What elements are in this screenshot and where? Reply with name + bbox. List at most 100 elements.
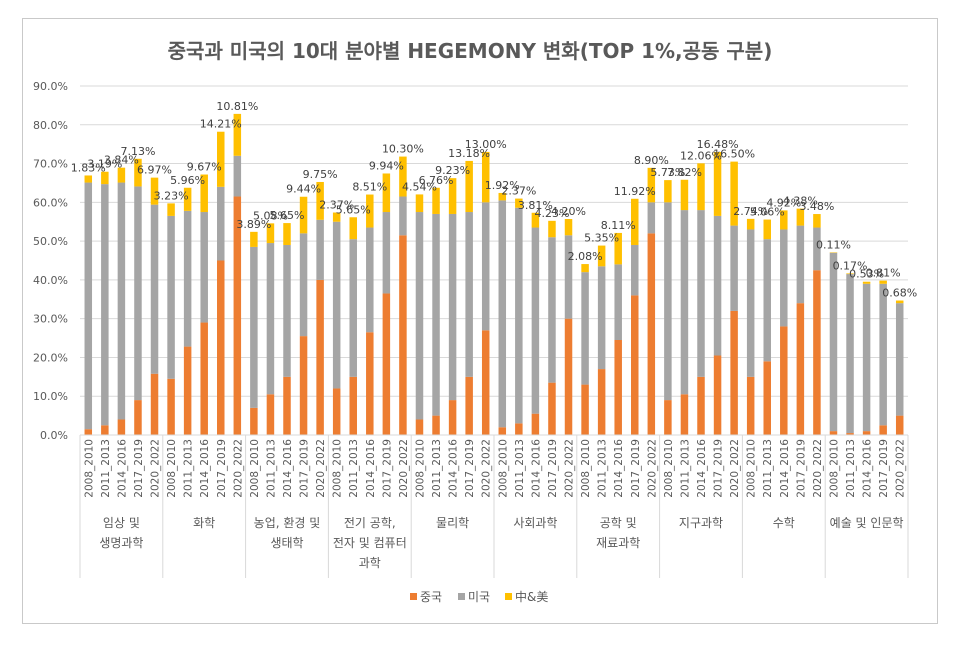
bar-segment bbox=[515, 423, 523, 435]
bar-segment bbox=[647, 202, 656, 234]
bar-segment bbox=[564, 235, 573, 319]
bar-segment bbox=[879, 283, 887, 426]
x-group-label: 농업, 환경 및 bbox=[254, 516, 321, 530]
data-label: 8.11% bbox=[601, 219, 636, 232]
bar-segment bbox=[895, 303, 904, 416]
bar-segment bbox=[349, 217, 357, 240]
bar-segment bbox=[862, 283, 871, 432]
y-tick-label: 0.0% bbox=[40, 429, 68, 442]
bar-segment bbox=[730, 225, 738, 311]
data-label: 13.18% bbox=[448, 147, 490, 160]
x-period-label: 2020_2022 bbox=[564, 439, 576, 498]
data-label: 9.23% bbox=[435, 164, 470, 177]
bar-segment bbox=[465, 376, 473, 435]
x-period-label: 2008_2010 bbox=[414, 439, 426, 498]
y-tick-label: 20.0% bbox=[33, 351, 68, 364]
x-group-label: 지구과학 bbox=[679, 516, 723, 530]
bar-segment bbox=[399, 156, 407, 197]
bar-segment bbox=[217, 131, 225, 187]
bar-segment bbox=[382, 212, 391, 294]
bar-segment bbox=[631, 198, 639, 245]
data-label: 0.17% bbox=[833, 259, 868, 272]
x-group-label: 화학 bbox=[193, 516, 215, 530]
x-period-label: 2020_2022 bbox=[895, 439, 907, 498]
bar-segment bbox=[862, 281, 871, 284]
data-label: 3.89% bbox=[236, 218, 271, 231]
bar-segment bbox=[250, 231, 258, 247]
bar-segment bbox=[548, 237, 556, 383]
bar-segment bbox=[84, 182, 93, 430]
legend-swatch bbox=[410, 593, 417, 600]
bar-segment bbox=[183, 210, 192, 347]
bar-segment bbox=[101, 171, 109, 185]
bar-segment bbox=[150, 373, 159, 435]
bar-segment bbox=[299, 196, 308, 234]
bar-segment bbox=[448, 400, 457, 435]
data-label: 2.08% bbox=[568, 250, 603, 263]
x-period-label: 2011_2013 bbox=[348, 439, 360, 498]
bar-segment bbox=[713, 151, 722, 216]
bar-segment bbox=[200, 174, 208, 213]
data-label: 7.82% bbox=[667, 166, 702, 179]
bar-segment bbox=[614, 232, 622, 265]
x-period-label: 2017_2019 bbox=[547, 439, 559, 498]
data-label: 1.92% bbox=[485, 179, 520, 192]
data-label: 2.37% bbox=[501, 185, 536, 198]
x-period-label: 2014_2016 bbox=[530, 439, 542, 498]
x-period-label: 2020_2022 bbox=[812, 439, 824, 498]
x-period-label: 2008_2010 bbox=[497, 439, 509, 498]
bar-segment bbox=[498, 427, 507, 435]
bar-segment bbox=[200, 212, 208, 323]
x-period-label: 2020_2022 bbox=[398, 439, 410, 498]
data-label: 10.81% bbox=[216, 100, 258, 113]
data-label: 5.35% bbox=[584, 232, 619, 245]
x-period-label: 2014_2016 bbox=[199, 439, 211, 498]
x-period-label: 2017_2019 bbox=[133, 439, 145, 498]
bar-segment bbox=[415, 419, 424, 435]
bar-segment bbox=[266, 394, 275, 435]
data-label: 16.50% bbox=[713, 148, 755, 161]
x-period-label: 2011_2013 bbox=[431, 439, 443, 498]
bar-segment bbox=[481, 151, 490, 203]
bar-segment bbox=[134, 400, 142, 435]
bar-segment bbox=[548, 382, 556, 435]
bar-segment bbox=[614, 339, 622, 435]
x-period-label: 2008_2010 bbox=[746, 439, 758, 498]
bar-segment bbox=[631, 295, 639, 435]
data-label: 2.74% bbox=[733, 205, 768, 218]
y-tick-label: 40.0% bbox=[33, 274, 68, 287]
bar-segment bbox=[531, 413, 540, 435]
legend-swatch bbox=[505, 593, 512, 600]
x-period-label: 2014_2016 bbox=[448, 439, 460, 498]
bar-segment bbox=[117, 182, 126, 420]
x-group-label: 사회과학 bbox=[513, 516, 557, 530]
bar-segment bbox=[895, 300, 904, 304]
bar-segment bbox=[183, 346, 192, 435]
bar-segment bbox=[299, 336, 308, 435]
bar-segment bbox=[631, 244, 639, 296]
bar-segment bbox=[316, 279, 324, 435]
bar-segment bbox=[349, 376, 357, 435]
x-group-label: 생태학 bbox=[270, 536, 303, 550]
bar-segment bbox=[614, 264, 622, 340]
bar-segment bbox=[183, 187, 192, 211]
x-group-label: 과학 bbox=[359, 556, 381, 570]
x-period-label: 2020_2022 bbox=[729, 439, 741, 498]
legend: 중국 미국 中&美 bbox=[410, 589, 548, 604]
data-label: 6.76% bbox=[419, 174, 454, 187]
bar-segment bbox=[796, 208, 805, 226]
bar-segment bbox=[531, 212, 540, 228]
legend-label: 미국 bbox=[468, 590, 490, 604]
bar-segment bbox=[117, 167, 126, 183]
bar-segment bbox=[150, 204, 159, 374]
y-tick-label: 70.0% bbox=[33, 158, 68, 171]
data-label: 4.20% bbox=[551, 205, 586, 218]
bar-segment bbox=[432, 187, 440, 214]
bars bbox=[84, 113, 904, 435]
data-label: 5.65% bbox=[336, 203, 371, 216]
bar-segment bbox=[382, 173, 391, 213]
data-label: 5.73% bbox=[650, 166, 685, 179]
data-label: 4.92% bbox=[766, 196, 801, 209]
bar-segment bbox=[664, 400, 672, 435]
data-labels: 1.83%3.19%3.84%7.13% 6.97% 3.23% 5.96%9.67%… bbox=[71, 100, 917, 300]
